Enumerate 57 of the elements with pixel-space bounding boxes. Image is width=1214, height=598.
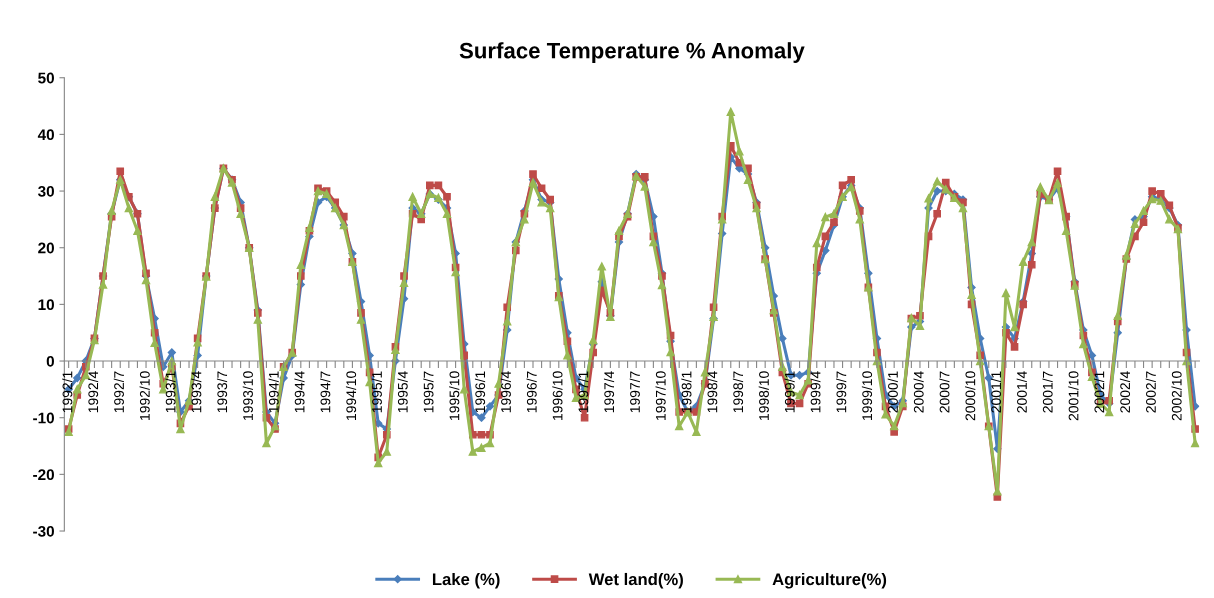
x-tick-label: 2001/1 xyxy=(990,371,1002,413)
x-tick-label: 1997/1 xyxy=(578,371,589,413)
legend-label: Wet land(%) xyxy=(588,572,683,589)
x-tick-label: 2000/1 xyxy=(887,371,898,413)
x-tick-label: 2002/4 xyxy=(1119,371,1131,413)
y-tick-label: -10 xyxy=(33,412,54,424)
x-tick-label: 2000/10 xyxy=(965,371,976,421)
x-tick-label: 1993/4 xyxy=(191,371,202,413)
x-tick-label: 1999/10 xyxy=(861,371,873,420)
x-tick-label: 1997/4 xyxy=(603,371,615,413)
chart-title: Surface Temperature % Anomaly xyxy=(459,42,805,63)
x-tick-label: 1996/1 xyxy=(474,371,486,413)
x-tick-label: 1998/4 xyxy=(707,371,718,413)
legend-label: Agriculture(%) xyxy=(772,572,887,589)
x-tick-label: 1998/10 xyxy=(758,371,769,420)
x-tick-label: 1993/10 xyxy=(242,371,253,420)
x-tick-label: 1995/1 xyxy=(371,371,382,413)
y-tick-label: -20 xyxy=(33,469,54,481)
legend-label: Lake (%) xyxy=(432,572,500,589)
y-tick-label: 40 xyxy=(37,129,54,141)
y-tick-label: 10 xyxy=(38,299,54,311)
x-tick-label: 1999/4 xyxy=(810,371,821,413)
x-tick-label: 1999/7 xyxy=(836,371,847,413)
x-tick-label: 1994/4 xyxy=(294,371,305,413)
x-tick-label: 1998/1 xyxy=(681,371,692,413)
x-tick-label: 1996/10 xyxy=(552,371,563,420)
x-tick-label: 1992/7 xyxy=(113,371,124,413)
x-tick-label: 1994/1 xyxy=(268,371,279,413)
y-tick-label: 0 xyxy=(46,355,54,367)
y-tick-label: 20 xyxy=(38,242,54,254)
x-tick-label: 1992/4 xyxy=(87,371,99,413)
x-tick-label: 2001/4 xyxy=(1016,371,1027,413)
x-tick-label: 2002/7 xyxy=(1145,371,1156,413)
x-tick-label: 2001/10 xyxy=(1068,371,1079,421)
x-tick-label: 1994/7 xyxy=(320,371,331,413)
x-tick-label: 1993/7 xyxy=(216,371,228,413)
x-tick-label: 1999/1 xyxy=(784,371,795,413)
x-tick-label: 1993/1 xyxy=(165,371,176,413)
x-tick-label: 1994/10 xyxy=(345,371,357,420)
x-tick-label: 1995/4 xyxy=(397,371,408,413)
y-tick-label: 30 xyxy=(37,185,54,197)
y-tick-label: -30 xyxy=(33,525,54,537)
x-tick-label: 1992/1 xyxy=(62,371,73,413)
y-tick-label: 50 xyxy=(38,72,54,84)
x-tick-label: 1996/7 xyxy=(526,371,537,413)
x-tick-label: 1998/7 xyxy=(732,371,744,413)
x-tick-label: 1997/10 xyxy=(655,371,666,420)
x-tick-label: 2001/7 xyxy=(1042,371,1053,413)
x-tick-label: 2002/10 xyxy=(1171,371,1182,421)
x-tick-label: 1992/10 xyxy=(139,371,150,420)
x-tick-label: 1996/4 xyxy=(500,371,511,413)
x-tick-label: 2000/7 xyxy=(939,371,950,413)
x-tick-label: 2002/1 xyxy=(1094,371,1105,413)
x-tick-label: 1995/7 xyxy=(423,371,434,413)
x-tick-label: 1995/10 xyxy=(449,371,460,420)
x-tick-label: 2000/4 xyxy=(913,371,924,413)
x-tick-label: 1997/7 xyxy=(629,371,640,413)
